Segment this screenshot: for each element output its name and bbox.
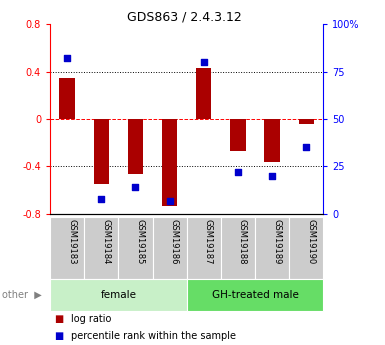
Bar xyxy=(119,217,152,279)
Bar xyxy=(50,217,84,279)
Text: percentile rank within the sample: percentile rank within the sample xyxy=(71,332,236,341)
Point xyxy=(269,173,275,179)
Bar xyxy=(187,217,221,279)
Text: ■: ■ xyxy=(54,332,63,341)
Bar xyxy=(59,78,75,119)
Text: log ratio: log ratio xyxy=(71,314,112,324)
Bar xyxy=(196,68,211,119)
Bar xyxy=(299,119,314,124)
Point xyxy=(303,145,310,150)
Text: female: female xyxy=(100,290,136,300)
Bar xyxy=(94,119,109,184)
Text: GDS863 / 2.4.3.12: GDS863 / 2.4.3.12 xyxy=(127,10,242,23)
Point xyxy=(98,196,104,201)
Text: GH-treated male: GH-treated male xyxy=(212,290,298,300)
Bar xyxy=(230,119,246,151)
Point xyxy=(235,169,241,175)
Text: GSM19185: GSM19185 xyxy=(136,219,144,265)
Text: ■: ■ xyxy=(54,314,63,324)
Bar xyxy=(152,217,187,279)
Bar xyxy=(187,279,323,311)
Bar xyxy=(264,119,280,162)
Text: GSM19183: GSM19183 xyxy=(67,219,76,265)
Text: GSM19186: GSM19186 xyxy=(170,219,179,265)
Text: other  ▶: other ▶ xyxy=(2,290,42,300)
Text: GSM19190: GSM19190 xyxy=(306,219,315,265)
Bar xyxy=(289,217,323,279)
Bar xyxy=(255,217,289,279)
Point xyxy=(64,56,70,61)
Text: GSM19187: GSM19187 xyxy=(204,219,213,265)
Text: GSM19189: GSM19189 xyxy=(272,219,281,265)
Bar xyxy=(128,119,143,174)
Point xyxy=(132,185,139,190)
Point xyxy=(167,198,173,204)
Text: GSM19188: GSM19188 xyxy=(238,219,247,265)
Bar xyxy=(221,217,255,279)
Bar xyxy=(50,279,187,311)
Text: GSM19184: GSM19184 xyxy=(101,219,110,265)
Bar xyxy=(84,217,119,279)
Point xyxy=(201,59,207,65)
Bar xyxy=(162,119,177,206)
